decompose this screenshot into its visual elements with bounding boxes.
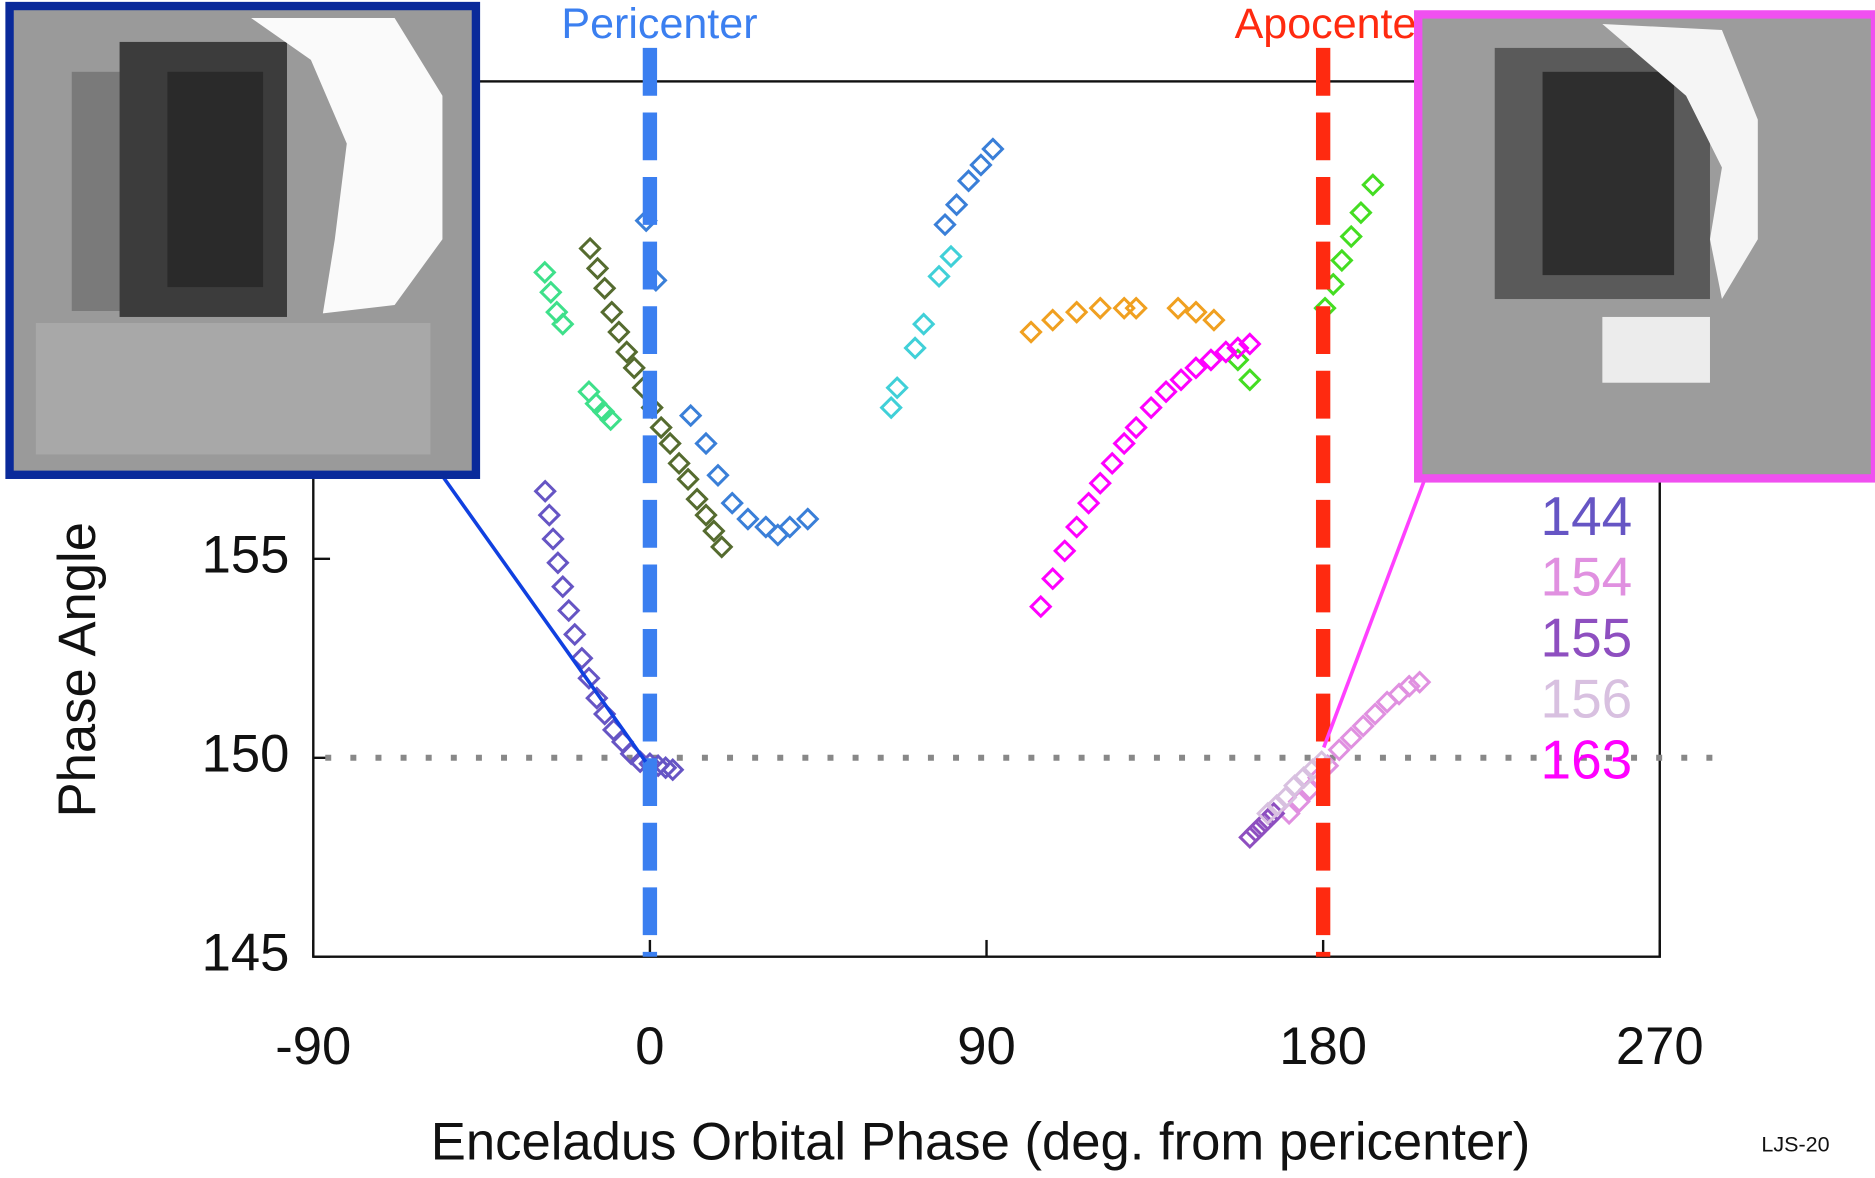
chart: -90 0 90 180 270 145 150 155 Pericenter Apocenter… [0,0,1875,1178]
marker [971,155,990,174]
inset-pixels [1543,72,1675,275]
legend-label: 156 [1540,668,1632,730]
marker [1055,541,1074,560]
marker [1171,370,1190,389]
marker [1115,434,1134,453]
marker [1228,350,1247,369]
marker [581,239,600,258]
legend-label: 154 [1540,546,1632,608]
marker [756,517,775,536]
marker [723,494,742,513]
marker [947,195,966,214]
marker [798,509,817,528]
inset-pixels [167,72,263,287]
marker [1363,175,1382,194]
footer-label: LJS-20 [1761,1132,1829,1156]
y-axis-title: Phase Angle [48,522,107,817]
marker [541,283,560,302]
marker [1127,418,1146,437]
marker [588,259,607,278]
marker [929,267,948,286]
inset-pixels [1602,317,1710,383]
marker [959,171,978,190]
marker [609,322,628,341]
inset-pixels [36,323,431,455]
marker [738,509,757,528]
marker [1067,517,1086,536]
marker [1342,227,1361,246]
marker [708,466,727,485]
right-inset [1418,14,1875,478]
marker [1156,382,1175,401]
x-tick-label: -90 [275,1017,351,1076]
marker [1103,454,1122,473]
marker [935,215,954,234]
marker [780,517,799,536]
legend-label: 163 [1540,729,1632,791]
marker [595,279,614,298]
marker [565,625,584,644]
annotation-label: Apocenter [1235,0,1431,48]
marker [1091,474,1110,493]
marker [681,406,700,425]
x-axis-title: Enceladus Orbital Phase (deg. from peric… [431,1113,1530,1172]
marker [914,315,933,334]
x-tick-label: 180 [1279,1017,1367,1076]
marker [559,601,578,620]
marker [535,263,554,282]
marker [536,482,555,501]
marker [1043,311,1062,330]
marker [941,247,960,266]
marker [696,434,715,453]
x-tick-label: 0 [635,1017,664,1076]
y-tick-label: 145 [202,924,290,983]
marker [1079,494,1098,513]
marker [1240,370,1259,389]
marker [983,139,1002,158]
marker [553,577,572,596]
marker [579,382,598,401]
marker [1204,311,1223,330]
left-inset [10,6,476,475]
legend-label: 144 [1540,485,1632,547]
marker [540,506,559,525]
marker [1091,299,1110,318]
marker [1043,569,1062,588]
marker [1127,299,1146,318]
marker [1115,299,1134,318]
legend-label: 155 [1540,607,1632,669]
annotation-label: Pericenter [561,0,757,48]
x-tick-label: 270 [1616,1017,1704,1076]
x-tick-label: 90 [957,1017,1016,1076]
marker [888,378,907,397]
marker [906,338,925,357]
marker [1021,322,1040,341]
marker [882,398,901,417]
marker [1067,303,1086,322]
y-tick-label: 155 [202,526,290,585]
marker [1186,303,1205,322]
marker [1332,251,1351,270]
marker [1142,398,1161,417]
marker [543,529,562,548]
y-tick-label: 150 [202,725,290,784]
marker [1031,597,1050,616]
marker [1351,203,1370,222]
marker [548,553,567,572]
marker [768,525,787,544]
marker [1168,299,1187,318]
marker [602,303,621,322]
